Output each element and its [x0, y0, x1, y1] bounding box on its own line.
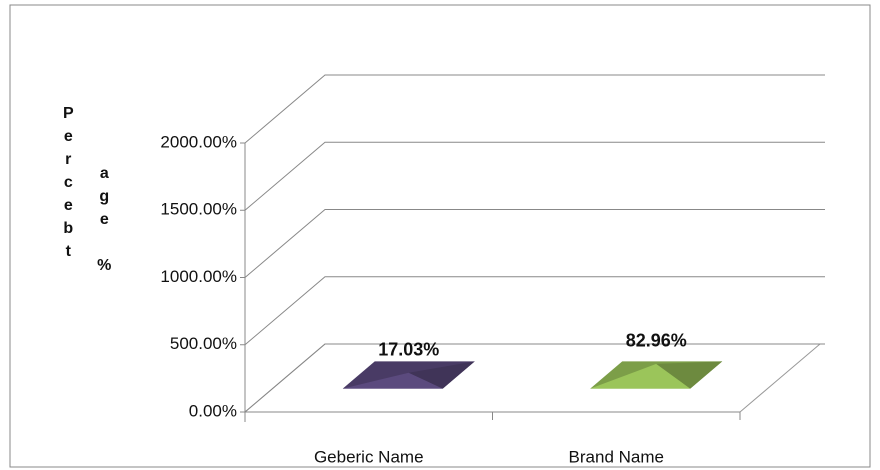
y-tick-label: 1000.00%	[160, 267, 237, 286]
x-tick-label: Brand Name	[569, 447, 664, 466]
chart-frame	[9, 4, 871, 468]
y-tick-label: 2000.00%	[160, 132, 237, 151]
grid-line	[244, 74, 825, 144]
grid-line	[244, 209, 825, 278]
data-label: 17.03%	[378, 339, 439, 359]
pyramid-face	[656, 361, 723, 389]
y-axis-label: Percebt	[60, 105, 77, 266]
pyramid	[342, 361, 475, 389]
data-label: 82.96%	[626, 331, 687, 351]
y-tick-label: 0.00%	[189, 401, 237, 420]
y-tick-label: 500.00%	[170, 334, 237, 353]
pyramid	[590, 361, 723, 389]
pyramid-face	[408, 361, 475, 389]
grid-line	[244, 343, 825, 413]
grid-line	[244, 276, 825, 346]
y-tick-label: 1500.00%	[160, 200, 237, 219]
grid-line	[244, 141, 825, 211]
y-axis-label: age %	[96, 165, 113, 280]
pyramid-face	[590, 363, 691, 389]
pyramid-face	[342, 372, 443, 389]
x-tick-label: Geberic Name	[314, 447, 424, 466]
